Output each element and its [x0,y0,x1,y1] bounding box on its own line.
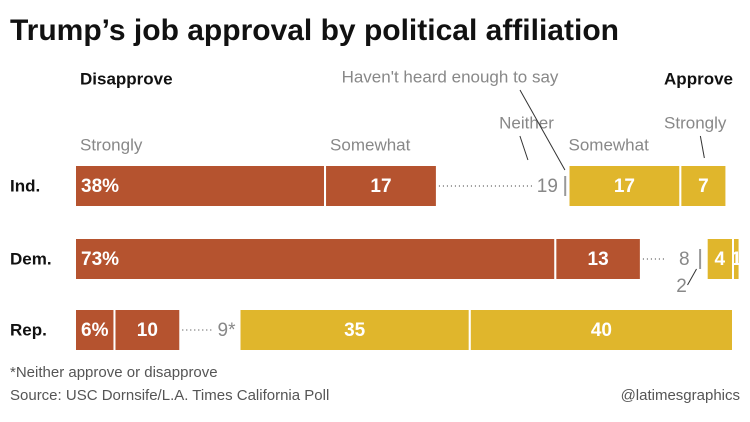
value-label: 13 [588,249,609,270]
value-label: 10 [137,320,158,341]
bar-segment [732,237,741,281]
value-label: 1 [731,249,742,270]
bar-segment [324,164,438,208]
value-label: 17 [614,176,635,197]
bar-segment [679,164,728,208]
value-label: 40 [591,320,612,341]
row-label: Ind. [10,176,40,195]
value-label: 35 [344,320,366,341]
legend-label: Somewhat [330,135,411,154]
source: Source: USC Dornsife/L.A. Times Californ… [10,387,329,404]
legend-label: Somewhat [569,135,650,154]
value-label: 8 [679,249,690,270]
bar-segment [468,308,734,352]
leader [699,135,705,159]
disapprove-label: Disapprove [80,69,173,88]
value-label: 4 [715,249,726,270]
bar-segment [113,308,182,352]
value-label: 73% [81,249,119,270]
value-label: 19 [537,176,558,197]
value-label: 7 [698,176,709,197]
row-label: Dem. [10,249,52,268]
value-label: 9* [218,320,237,341]
legend-label: Strongly [80,135,143,154]
legend-label: Neither [499,113,554,132]
value-label: 6% [81,320,109,341]
legend-label: Strongly [664,113,727,132]
bar-segment [74,164,327,208]
value-label: 2 [676,276,687,297]
bar-segment [705,237,734,281]
credit: @latimesgraphics [621,387,740,404]
bar-segment [74,237,557,281]
approve-label: Approve [664,69,733,88]
value-label: 17 [370,176,391,197]
leader [519,89,566,171]
footnote: *Neither approve or disapprove [10,364,218,381]
legend-label: Haven't heard enough to say [342,67,559,86]
leader [687,268,697,286]
value-label: 38% [81,176,119,197]
leader [519,135,529,161]
bar-segment [554,237,642,281]
row-label: Rep. [10,320,47,339]
chart-title: Trump’s job approval by political affili… [10,14,619,47]
